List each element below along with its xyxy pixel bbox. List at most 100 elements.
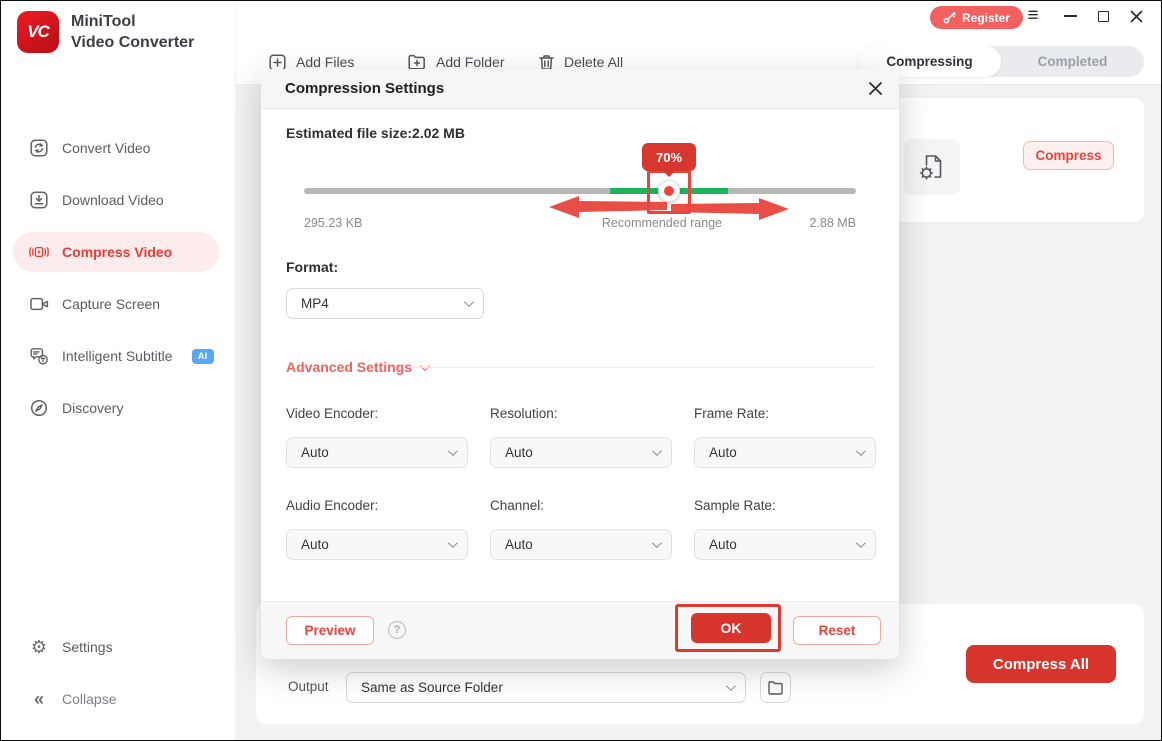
sidebar-item-label: Download Video (62, 192, 164, 208)
resolution-value: Auto (505, 445, 533, 460)
chevron-down-icon (855, 538, 866, 549)
divider (411, 367, 874, 368)
browse-folder-button[interactable] (760, 672, 791, 703)
folder-icon (767, 680, 783, 695)
sidebar-item-capture-screen[interactable]: Capture Screen (13, 284, 219, 324)
sample-rate-value: Auto (709, 537, 737, 552)
sample-rate-select[interactable]: Auto (694, 529, 876, 560)
slider-value-tooltip: 70% (642, 143, 696, 177)
dialog-close-icon[interactable] (868, 81, 883, 96)
app-brand: VC MiniTool Video Converter (17, 11, 194, 53)
camera-icon (29, 295, 49, 313)
menu-icon[interactable]: ≡ (1027, 5, 1039, 26)
app-title: MiniTool Video Converter (71, 11, 194, 53)
sidebar-item-label: Compress Video (62, 244, 173, 260)
sidebar-item-settings[interactable]: ⚙ Settings (13, 627, 219, 667)
channel-select[interactable]: Auto (490, 529, 672, 560)
download-icon (29, 191, 49, 209)
sidebar: VC MiniTool Video Converter Convert Vide… (1, 1, 236, 740)
key-icon (943, 11, 956, 24)
advanced-settings-toggle[interactable]: Advanced Settings (286, 359, 430, 375)
add-folder-label: Add Folder (436, 54, 505, 70)
collapse-icon: « (33, 689, 44, 709)
frame-rate-value: Auto (709, 445, 737, 460)
advanced-settings-label: Advanced Settings (286, 359, 413, 375)
add-folder-button[interactable]: Add Folder (408, 48, 504, 76)
sidebar-item-label: Discovery (62, 400, 124, 416)
add-files-label: Add Files (296, 54, 355, 70)
delete-all-label: Delete All (564, 54, 624, 70)
sidebar-item-label: Settings (62, 639, 113, 655)
app-title-line1: MiniTool (71, 13, 136, 30)
compress-video-icon (29, 243, 49, 261)
maximize-icon[interactable] (1092, 1, 1114, 31)
file-thumbnail (904, 139, 960, 195)
minimize-icon[interactable] (1059, 1, 1081, 31)
slider-min-label: 295.23 KB (304, 216, 363, 230)
format-value: MP4 (301, 296, 329, 311)
tab-compressing[interactable]: Compressing (858, 46, 1001, 77)
compression-settings-dialog: Compression Settings Estimated file size… (261, 69, 899, 659)
sidebar-item-download-video[interactable]: Download Video (13, 180, 219, 220)
estimated-file-size: Estimated file size:2.02 MB (286, 125, 465, 141)
file-gear-icon (919, 155, 942, 180)
register-button[interactable]: Register (930, 6, 1024, 29)
dialog-title: Compression Settings (285, 80, 445, 97)
preview-button[interactable]: Preview (286, 616, 374, 645)
output-label: Output (288, 679, 329, 694)
sidebar-item-intelligent-subtitle[interactable]: Intelligent Subtitle AI (13, 336, 219, 376)
chevron-down-icon (463, 297, 474, 308)
sidebar-item-discovery[interactable]: Discovery (13, 388, 219, 428)
chevron-down-icon (855, 446, 866, 457)
app-logo-icon: VC (17, 11, 59, 53)
chevron-down-icon (419, 360, 430, 371)
resolution-label: Resolution: (490, 406, 558, 421)
channel-label: Channel: (490, 498, 545, 513)
app-title-line2: Video Converter (71, 34, 195, 51)
ok-button[interactable]: OK (691, 613, 771, 643)
chevron-down-icon (447, 446, 458, 457)
help-icon[interactable]: ? (388, 621, 406, 639)
sidebar-item-compress-video[interactable]: Compress Video (13, 232, 219, 272)
video-encoder-label: Video Encoder: (286, 406, 379, 421)
delete-all-button[interactable]: Delete All (539, 48, 623, 76)
tab-completed[interactable]: Completed (1037, 54, 1108, 69)
format-select[interactable]: MP4 (286, 288, 484, 319)
register-label: Register (962, 10, 1011, 25)
audio-encoder-label: Audio Encoder: (286, 498, 379, 513)
dialog-footer: Preview ? OK Reset (261, 601, 899, 659)
resolution-select[interactable]: Auto (490, 437, 672, 468)
subtitle-icon (29, 347, 49, 365)
dialog-header: Compression Settings (261, 69, 899, 109)
chevron-down-icon (651, 446, 662, 457)
sample-rate-label: Sample Rate: (694, 498, 776, 513)
compress-all-button[interactable]: Compress All (966, 645, 1116, 683)
format-label: Format: (286, 259, 339, 275)
frame-rate-label: Frame Rate: (694, 406, 770, 421)
add-folder-icon (408, 54, 425, 70)
sidebar-item-convert-video[interactable]: Convert Video (13, 128, 219, 168)
sidebar-item-label: Convert Video (62, 140, 151, 156)
audio-encoder-select[interactable]: Auto (286, 529, 468, 560)
chevron-down-icon (447, 538, 458, 549)
add-files-icon (269, 53, 286, 71)
reset-button[interactable]: Reset (793, 616, 881, 645)
gear-icon: ⚙ (30, 637, 48, 657)
output-folder-select[interactable]: Same as Source Folder (346, 672, 746, 703)
video-encoder-value: Auto (301, 445, 329, 460)
convert-video-icon (29, 139, 49, 157)
compress-button[interactable]: Compress (1023, 141, 1114, 170)
compression-slider-track[interactable] (304, 188, 856, 194)
ai-badge: AI (191, 348, 214, 364)
audio-encoder-value: Auto (301, 537, 329, 552)
sidebar-item-collapse[interactable]: « Collapse (13, 679, 219, 719)
chevron-down-icon (725, 681, 736, 692)
output-folder-value: Same as Source Folder (361, 680, 503, 695)
status-tabs: Compressing Completed (858, 46, 1144, 77)
recommended-range-label: Recommended range (601, 216, 723, 230)
video-encoder-select[interactable]: Auto (286, 437, 468, 468)
frame-rate-select[interactable]: Auto (694, 437, 876, 468)
main-area: Register ≡ Add Files Add Folder Delete A… (236, 1, 1161, 740)
close-window-icon[interactable] (1125, 1, 1147, 31)
slider-thumb[interactable] (658, 180, 680, 202)
